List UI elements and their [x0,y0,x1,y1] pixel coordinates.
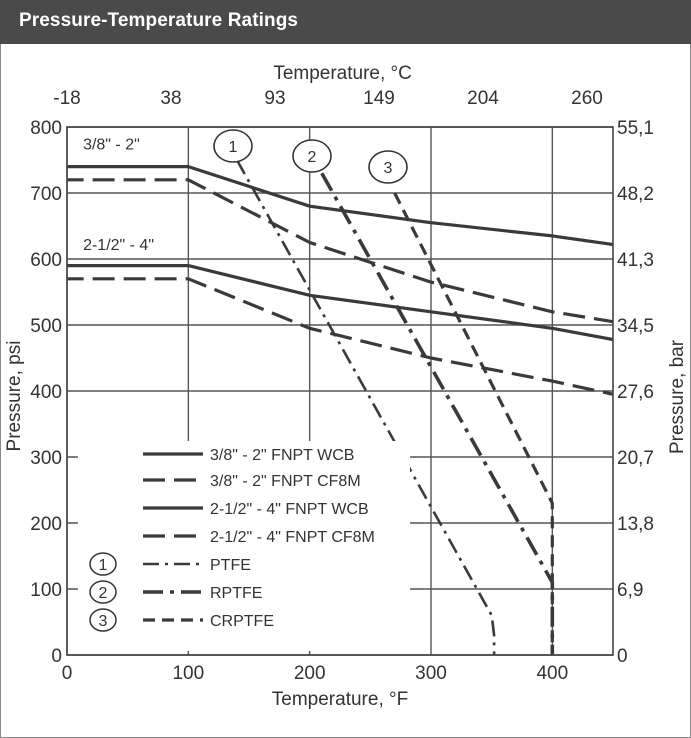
legend-marker-number-1: 1 [99,557,108,574]
x2-tick-label: -18 [53,88,80,109]
y2-tick-label: 41,3 [617,250,654,271]
y-axis-title: Pressure, psi [4,341,25,452]
legend-label-7: CRPTFE [210,613,274,630]
legend-marker-circle-1 [89,552,117,576]
series-line-2 [67,178,613,324]
x-tick-label: 100 [172,663,204,684]
y-tick-label: 0 [51,646,62,667]
x2-tick-label: 260 [571,88,603,109]
x-tick-label: 200 [294,663,326,684]
y-tick-label: 100 [30,580,62,601]
legend-marker-circle-3 [89,608,117,632]
y-tick-label: 500 [30,316,62,337]
legend: 3/8" - 2" FNPT WCB 3/8" - 2" FNPT CF8M 2-1… [89,447,375,632]
series-markers: 1 2 3 [213,129,408,184]
y-tick-label: 400 [30,382,62,403]
legend-label-1: 3/8" - 2" FNPT WCB [210,447,354,464]
x-axis-title: Temperature, °F [272,689,408,710]
legend-marker-circle-2 [89,580,117,604]
legend-marker-number-2: 2 [99,585,108,602]
y-tick-label: 600 [30,250,62,271]
legend-label-3: 2-1/2" - 4" FNPT WCB [210,501,369,518]
y2-tick-label: 55,1 [617,118,654,139]
y2-tick-label: 48,2 [617,184,654,205]
legend-label-6: RPTFE [210,585,262,602]
x2-axis-title: Temperature, °C [273,63,412,84]
legend-label-5: PTFE [210,557,251,574]
header-bar: Pressure-Temperature Ratings [0,0,691,44]
y2-tick-label: 34,5 [617,316,654,337]
y2-tick-label: 27,6 [617,382,654,403]
curve-marker-circle-2 [292,139,332,173]
y-tick-label: 800 [30,118,62,139]
page-title: Pressure-Temperature Ratings [19,10,299,31]
y-tick-label: 700 [30,184,62,205]
x2-tick-label: 38 [160,88,181,109]
tick-labels: 0 100 200 300 400-18 38 93 149 204 26001002003004… [30,88,654,684]
series-lines [67,159,613,655]
series-line-3 [67,264,613,342]
y2-tick-label: 6,9 [617,580,643,601]
x-tick-label: 300 [415,663,447,684]
annotations: 3/8" - 2" 2-1/2" - 4" [83,137,154,254]
curve-marker-number-3: 3 [384,160,393,177]
legend-label-4: 2-1/2" - 4" FNPT CF8M [210,529,375,546]
legend-background [78,441,410,651]
x2-tick-label: 149 [363,88,395,109]
x2-tick-label: 204 [467,88,499,109]
x2-tick-label: 93 [264,88,285,109]
y-tick-label: 200 [30,514,62,535]
x-tick-label: 0 [62,663,73,684]
y2-tick-label: 20,7 [617,448,654,469]
curve-marker-circle-3 [368,150,408,184]
curve-marker-circle-1 [213,129,253,163]
y2-tick-label: 13,8 [617,514,654,535]
curve-marker-number-2: 2 [308,149,317,166]
y-tick-label: 300 [30,448,62,469]
series-line-7 [393,192,554,655]
series-line-1 [67,165,613,247]
y2-tick-label: 0 [617,646,628,667]
plot-area-border [66,126,614,656]
legend-marker-number-3: 3 [99,613,108,630]
x-tick-label: 400 [536,663,568,684]
size-annotation-1: 3/8" - 2" [83,137,140,154]
size-annotation-2: 2-1/2" - 4" [83,237,154,254]
grid [66,126,613,656]
curve-marker-number-1: 1 [229,139,238,156]
y2-axis-title: Pressure, bar [667,339,688,454]
series-line-4 [67,277,613,396]
series-line-5 [235,159,496,655]
legend-label-2: 3/8" - 2" FNPT CF8M [210,473,361,490]
